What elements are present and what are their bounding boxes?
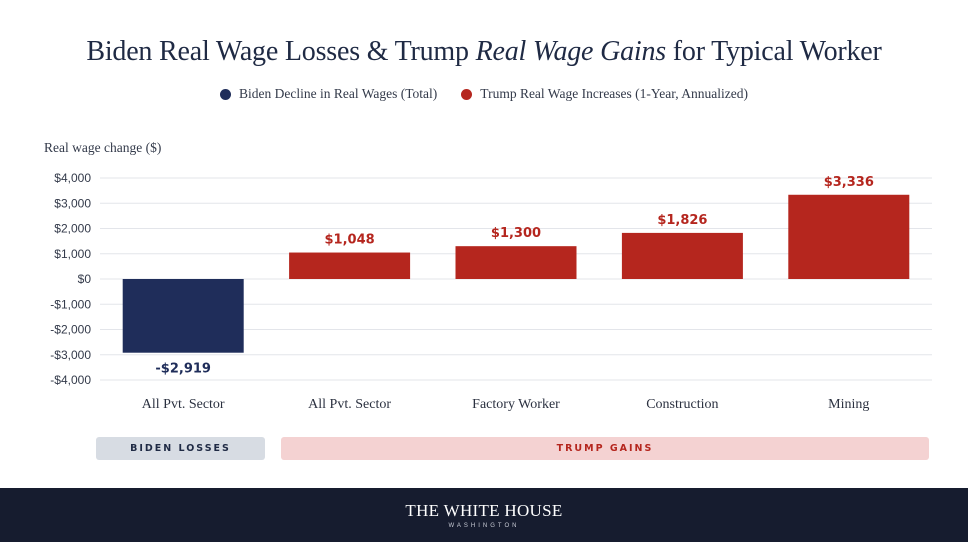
bar-value-label: $3,336 [824,175,874,190]
bar [122,279,244,353]
legend-item-trump: Trump Real Wage Increases (1-Year, Annua… [461,86,748,102]
y-tick-label: -$2,000 [50,323,91,337]
legend-dot-biden [220,88,232,100]
white-house-logo-subtext: WASHINGTON [448,523,520,529]
legend-label-biden: Biden Decline in Real Wages (Total) [239,86,438,101]
bar [621,232,743,279]
title-part-1: Biden Real Wage Losses & Trump [86,36,476,67]
bar-value-label: $1,826 [657,213,707,228]
x-category-label: Factory Worker [472,397,560,412]
legend-label-trump: Trump Real Wage Increases (1-Year, Annua… [480,86,748,101]
x-category-label: All Pvt. Sector [308,397,391,412]
x-category-label: Construction [646,397,718,412]
x-category-label: Mining [828,397,869,412]
y-tick-label: -$3,000 [50,348,91,362]
y-axis-title: Real wage change ($) [44,140,162,155]
y-tick-label: $4,000 [54,171,91,185]
legend-dot-trump [461,88,473,100]
y-tick-label: -$1,000 [50,297,91,311]
y-tick-label: $2,000 [54,222,91,236]
y-tick-label: -$4,000 [50,373,91,387]
title-part-2: Real Wage Gains [475,36,667,67]
bar [455,246,577,279]
legend: Biden Decline in Real Wages (Total) Trum… [0,86,968,102]
footer: THE WHITE HOUSE WASHINGTON [0,488,968,542]
bar [289,252,411,279]
trump-gains-band: TRUMP GAINS [281,437,929,460]
biden-losses-band: BIDEN LOSSES [96,437,265,460]
y-tick-label: $3,000 [54,196,91,210]
y-tick-label: $0 [78,272,92,286]
white-house-logo-text: THE WHITE HOUSE [405,501,563,520]
legend-item-biden: Biden Decline in Real Wages (Total) [220,86,437,102]
bar [788,194,910,279]
bar-value-label: $1,300 [491,226,541,241]
title-part-3: for Typical Worker [665,36,882,67]
bar-value-label: $1,048 [325,233,375,248]
bar-value-label: -$2,919 [155,362,211,377]
chart-title: Biden Real Wage Losses & Trump Real Wage… [0,36,968,68]
x-category-label: All Pvt. Sector [142,397,225,412]
bar-chart: $4,000 $3,000 $2,000 $1,000 $0 -$1,000 -$2,000… [50,171,932,412]
y-tick-label: $1,000 [54,247,91,261]
